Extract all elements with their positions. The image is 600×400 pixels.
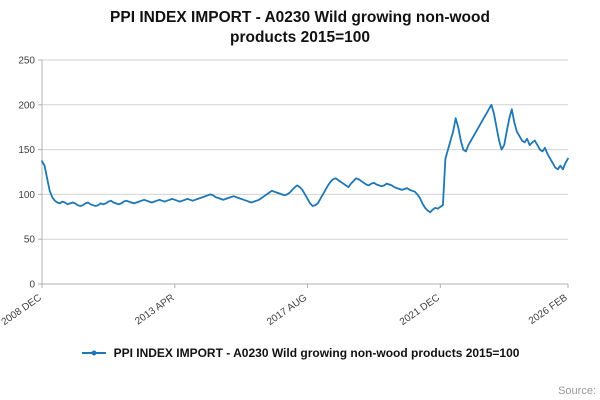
y-tick-label: 250 xyxy=(18,56,35,67)
source-label: Source: xyxy=(558,385,596,397)
x-tick-label: 2017 AUG xyxy=(265,293,309,329)
y-tick-label: 50 xyxy=(24,235,36,246)
legend-line-marker xyxy=(81,350,106,356)
chart-title: PPI INDEX IMPORT - A0230 Wild growing no… xyxy=(110,9,490,47)
x-tick-label: 2026 FEB xyxy=(527,293,570,328)
legend-label: PPI INDEX IMPORT - A0230 Wild growing no… xyxy=(113,346,520,361)
y-tick-label: 0 xyxy=(29,280,35,291)
x-tick-label: 2008 DEC xyxy=(0,293,44,328)
y-tick-label: 200 xyxy=(18,101,35,112)
y-tick-label: 100 xyxy=(18,190,35,201)
x-tick-label: 2013 APR xyxy=(133,293,176,328)
series-line xyxy=(41,104,569,214)
line-chart: 0 50 100 150 200 250 2008 DEC 2013 APR 2017 AUG 2… xyxy=(0,56,570,329)
y-tick-label: 150 xyxy=(18,145,35,156)
legend-point-marker xyxy=(91,350,97,356)
x-tick-label: 2021 DEC xyxy=(398,293,442,328)
legend[interactable]: PPI INDEX IMPORT - A0230 Wild growing no… xyxy=(0,346,600,360)
